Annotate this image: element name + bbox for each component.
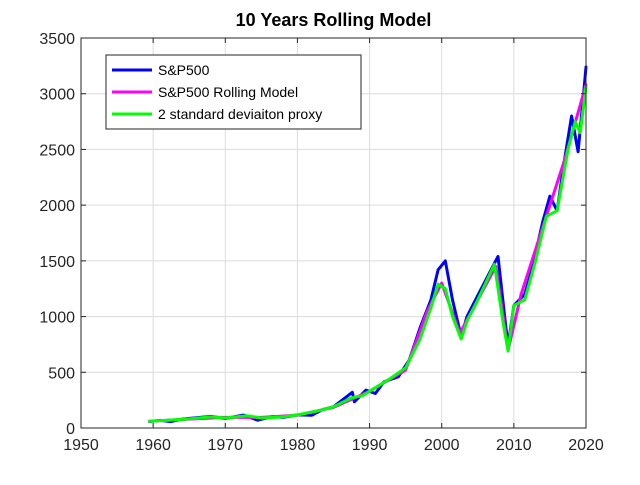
y-tick-label: 500 [48, 365, 75, 382]
legend-label: S&P500 [158, 62, 210, 78]
x-tick-label: 2000 [424, 437, 460, 454]
x-tick-label: 2020 [568, 437, 604, 454]
y-tick-label: 2500 [39, 142, 75, 159]
y-tick-label: 2000 [39, 198, 75, 215]
x-tick-label: 1950 [63, 437, 99, 454]
y-tick-label: 0 [66, 421, 75, 438]
series-line-2-standard-deviaiton-proxy [148, 85, 588, 423]
x-tick-label: 1960 [135, 437, 171, 454]
plot-frame [80, 37, 587, 429]
y-tick-label: 1000 [39, 310, 75, 327]
x-tick-label: 2010 [496, 437, 532, 454]
y-tick-label: 1500 [39, 254, 75, 271]
legend: S&P500 S&P500 Rolling Model 2 standard dev… [105, 54, 362, 130]
y-tick-label: 3000 [39, 87, 75, 104]
legend-label: S&P500 Rolling Model [158, 84, 298, 100]
chart-title: 10 Years Rolling Model [236, 10, 432, 30]
ticks: 1950 1960 1970 1980 1990 2000 2010 2020 0 500 1000… [39, 31, 603, 454]
series-group [148, 65, 588, 424]
x-tick-label: 1970 [207, 437, 243, 454]
x-tick-label: 1980 [280, 437, 316, 454]
legend-label: 2 standard deviaiton proxy [158, 106, 322, 122]
x-tick-label: 1990 [352, 437, 388, 454]
y-tick-label: 3500 [39, 31, 75, 48]
